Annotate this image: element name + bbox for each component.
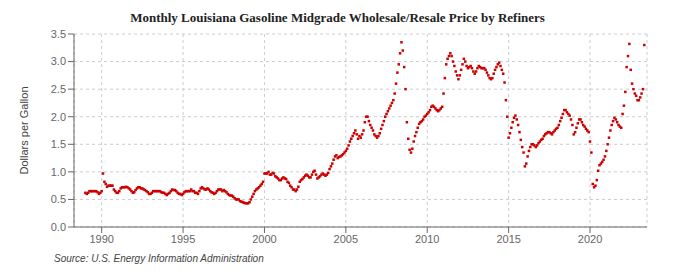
svg-text:1990: 1990 <box>89 233 113 245</box>
svg-text:2020: 2020 <box>578 233 602 245</box>
svg-text:1995: 1995 <box>171 233 195 245</box>
svg-text:0.0: 0.0 <box>51 221 66 233</box>
svg-text:2000: 2000 <box>252 233 276 245</box>
svg-text:1.5: 1.5 <box>51 138 66 150</box>
svg-text:2010: 2010 <box>415 233 439 245</box>
svg-text:0.5: 0.5 <box>51 193 66 205</box>
svg-text:1.0: 1.0 <box>51 166 66 178</box>
svg-text:3.5: 3.5 <box>51 28 66 40</box>
svg-text:2005: 2005 <box>334 233 358 245</box>
html-text:Source: U.S. Energy Informatio: Source: U.S. Energy Information Administ… <box>54 253 264 264</box>
svg-text:2.0: 2.0 <box>51 111 66 123</box>
html-text:Monthly Louisiana Gasoline Mid: Monthly Louisiana Gasoline Midgrade Whol… <box>130 10 545 25</box>
svg-text:2.5: 2.5 <box>51 83 66 95</box>
svg-text:3.0: 3.0 <box>51 55 66 67</box>
svg-text:2015: 2015 <box>496 233 520 245</box>
svg-text:Dollars per Gallon: Dollars per Gallon <box>18 86 30 174</box>
